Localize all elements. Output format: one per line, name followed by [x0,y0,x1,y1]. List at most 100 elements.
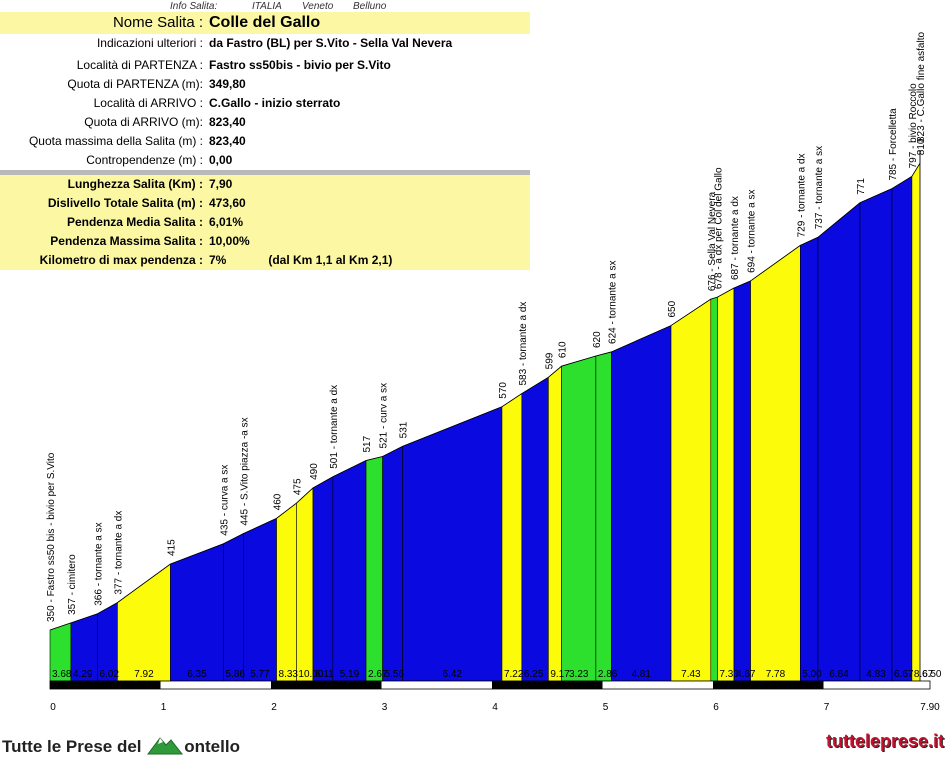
info-row-value: Fastro ss50bis - bivio per S.Vito [206,56,530,75]
info-row-label: Località di PARTENZA : [0,56,206,75]
grade-label: 5.19 [340,669,360,680]
profile-segment [501,392,523,682]
info-row-label: Contropendenze (m) : [0,151,206,170]
grade-label: 5.56 [385,669,405,680]
info-row-value: Colle del Gallo [206,12,530,34]
grade-label: 5.77 [250,669,270,680]
grade-label: 4.83 [866,669,886,680]
waypoint-label: 610 [558,341,569,358]
waypoint-label: 521 - curv a sx [379,383,390,449]
grade-label: 3.68 [52,669,72,680]
x-tick-label: 0 [50,702,56,713]
grade-label: 6.42 [442,669,462,680]
profile-segment [548,365,562,682]
grade-label: 7.22 [504,669,524,680]
x-tick-label: 3 [382,702,388,713]
info-row-label: Quota di ARRIVO (m): [0,113,206,132]
info-row-value-text: 473,60 [209,196,246,210]
waypoint-label: 694 - tornante a sx [747,190,758,273]
profile-segment [733,280,751,682]
waypoint-labels: 350 - Fastro ss50 bis - bivio per S.Vito… [46,32,927,622]
profile-segment [332,460,367,682]
mountain-logo-icon [147,737,184,755]
info-row: Dislivello Totale Salita (m) :473,60 [0,194,530,213]
info-row-label: Lunghezza Salita (Km) : [0,175,206,194]
info-row-label: Nome Salita : [0,12,206,34]
info-row-label: Pendenza Massima Salita : [0,232,206,251]
waypoint-label: 687 - tornante a dx [730,196,741,280]
info-row: Pendenza Massima Salita :10,00% [0,232,530,251]
info-row-value-text: 0,00 [209,153,233,167]
info-row-value: C.Gallo - inizio sterrato [206,94,530,113]
grade-label: 6.35 [187,669,207,680]
grade-label: 2.67 [368,669,388,680]
waypoint-label: 460 [273,493,284,510]
x-tick-label: 6 [713,702,719,713]
info-row-value: da Fastro (BL) per S.Vito - Sella Val Ne… [206,34,530,53]
km-block [50,681,161,689]
grade-label: 8.33 [279,669,299,680]
grade-label: 5.00 [802,669,822,680]
waypoint-label: 475 [292,478,303,495]
waypoint-label: 490 [309,463,320,480]
grade-label: 4.67 [736,669,756,680]
grade-label: 6.67 [894,669,914,680]
waypoint-label: 517 [362,435,373,452]
info-row-value-text: 823,40 [209,115,246,129]
profile-segment [382,445,403,682]
info-row-label: Località di ARRIVO : [0,94,206,113]
grade-label: 5.86 [225,669,245,680]
info-row-value-text: C.Gallo - inizio sterrato [209,96,341,110]
info-row-value-text: Fastro ss50bis - bivio per S.Vito [209,58,391,72]
info-row-value: 6,01% [206,213,530,232]
waypoint-label: 531 [398,421,409,438]
grade-label: 7.43 [681,669,701,680]
profile-segment [710,296,718,682]
info-row: Contropendenze (m) :0,00 [0,151,530,170]
profile-segment [799,236,819,682]
x-tick-label: 1 [161,702,167,713]
info-header: Info Salita: ITALIA Veneto Belluno [0,0,530,13]
info-row-value-text: 823,40 [209,134,246,148]
info-row-value: 823,40 [206,113,530,132]
profile-segment [750,244,801,682]
waypoint-label: 501 - tornante a dx [329,385,340,469]
km-block [271,681,382,689]
waypoint-label: 676 - Sella Val Nevera [707,191,718,291]
grade-label: 2.86 [598,669,618,680]
info-row-value-text: 349,80 [209,77,246,91]
grade-label: 9.17 [550,669,570,680]
footer-website[interactable]: tutteleprese.it [825,731,944,751]
info-row-value: 349,80 [206,75,530,94]
climb-info-table: Nome Salita : Colle del Gallo Indicazioni … [0,12,530,270]
info-row-label: Dislivello Totale Salita (m) : [0,194,206,213]
waypoint-label: 415 [166,539,177,556]
info-row-value: 10,00% [206,232,530,251]
x-tick-label: 4 [492,702,498,713]
info-row-value-text: 6,01% [209,215,244,229]
info-row-label: Indicazioni ulteriori : [0,34,206,53]
info-row-value-text: 7,90 [209,177,233,191]
grade-labels: 3.68 4.29 6.02 7.92 6.35 5.86 5.77 8.33 10.006.1… [52,669,942,680]
info-row-label: Kilometro di max pendenza : [0,251,206,270]
info-row-label: Quota di PARTENZA (m): [0,75,206,94]
info-row: Kilometro di max pendenza :7% (dal Km 1,1… [0,251,530,270]
profile-segment [717,287,735,682]
info-header-province: Belluno [353,1,387,12]
info-row: Indicazioni ulteriori : da Fastro (BL) pe… [0,34,530,53]
info-row: Quota massima della Salita (m) :823,40 [0,132,530,151]
profile-segment [817,202,861,682]
info-row-value: 823,40 [206,132,530,151]
info-header-label: Info Salita: [170,1,218,12]
waypoint-label: 737 - tornante a sx [814,146,825,229]
waypoint-label: 350 - Fastro ss50 bis - bivio per S.Vito [46,452,57,622]
info-row: Pendenza Media Salita :6,01% [0,213,530,232]
info-row: Località di PARTENZA : Fastro ss50bis - b… [0,56,530,75]
grade-label: 7.33 [719,669,739,680]
profile-segment [117,563,171,682]
info-header-country: ITALIA [252,1,282,12]
info-separator [0,53,530,56]
grade-label: 7.92 [134,669,154,680]
grade-label: 6.11 [315,669,334,680]
